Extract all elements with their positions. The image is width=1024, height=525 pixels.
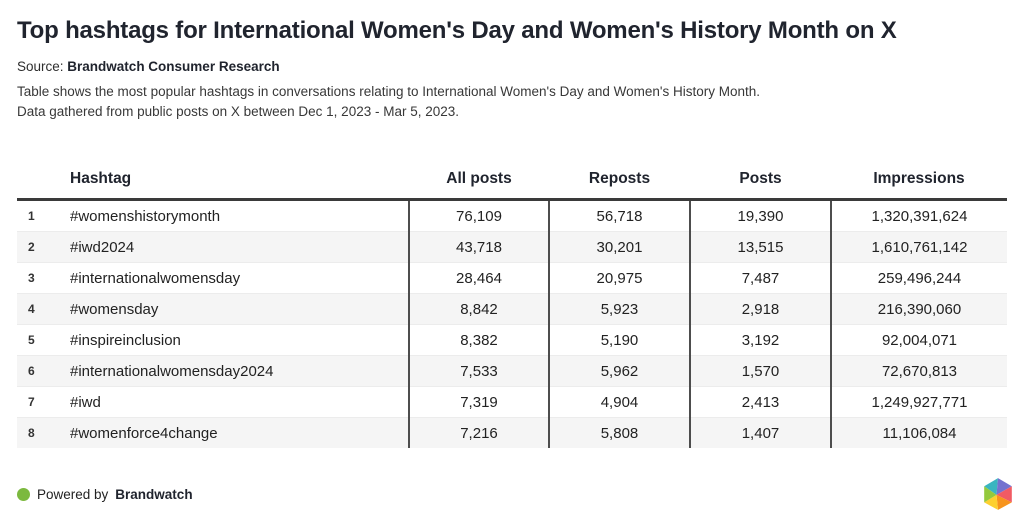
- table-row: 7 #iwd 7,319 4,904 2,413 1,249,927,771: [17, 386, 1007, 418]
- row-all-posts: 76,109: [408, 199, 549, 232]
- brandwatch-hexagon-logo-icon: [984, 478, 1012, 510]
- row-all-posts: 8,842: [408, 293, 549, 325]
- table-row: 4 #womensday 8,842 5,923 2,918 216,390,0…: [17, 293, 1007, 325]
- row-impressions: 92,004,071: [830, 324, 1007, 356]
- row-rank: 3: [17, 262, 57, 294]
- row-posts: 2,918: [689, 293, 831, 325]
- row-rank: 6: [17, 355, 57, 387]
- table-row: 2 #iwd2024 43,718 30,201 13,515 1,610,76…: [17, 231, 1007, 263]
- hashtag-table: Hashtag All posts Reposts Posts Impressi…: [17, 160, 1007, 448]
- row-hashtag: #iwd: [57, 386, 409, 418]
- table-header-row: Hashtag All posts Reposts Posts Impressi…: [17, 160, 1007, 201]
- row-impressions: 216,390,060: [830, 293, 1007, 325]
- row-impressions: 72,670,813: [830, 355, 1007, 387]
- row-impressions: 1,249,927,771: [830, 386, 1007, 418]
- powered-by-footer: Powered by Brandwatch: [17, 486, 193, 502]
- row-reposts: 56,718: [548, 199, 690, 232]
- row-hashtag: #inspireinclusion: [57, 324, 409, 356]
- row-rank: 2: [17, 231, 57, 263]
- source-line: Source: Brandwatch Consumer Research: [17, 59, 280, 74]
- source-value: Brandwatch Consumer Research: [67, 59, 280, 74]
- column-header-reposts: Reposts: [549, 160, 690, 201]
- row-reposts: 5,923: [548, 293, 690, 325]
- row-hashtag: #internationalwomensday: [57, 262, 409, 294]
- row-rank: 4: [17, 293, 57, 325]
- row-all-posts: 43,718: [408, 231, 549, 263]
- row-impressions: 1,610,761,142: [830, 231, 1007, 263]
- row-hashtag: #womenforce4change: [57, 417, 409, 448]
- row-reposts: 5,808: [548, 417, 690, 448]
- row-reposts: 20,975: [548, 262, 690, 294]
- green-dot-icon: [17, 487, 30, 501]
- row-posts: 3,192: [689, 324, 831, 356]
- row-rank: 5: [17, 324, 57, 356]
- row-hashtag: #iwd2024: [57, 231, 409, 263]
- row-reposts: 4,904: [548, 386, 690, 418]
- row-rank: 8: [17, 417, 57, 448]
- table-body: 1 #womenshistorymonth 76,109 56,718 19,3…: [17, 199, 1007, 448]
- row-posts: 1,407: [689, 417, 831, 448]
- row-posts: 7,487: [689, 262, 831, 294]
- column-header-impressions: Impressions: [831, 160, 1007, 201]
- table-row: 1 #womenshistorymonth 76,109 56,718 19,3…: [17, 199, 1007, 232]
- row-posts: 2,413: [689, 386, 831, 418]
- row-rank: 7: [17, 386, 57, 418]
- description-line-1: Table shows the most popular hashtags in…: [17, 84, 761, 99]
- table-row: 3 #internationalwomensday 28,464 20,975 …: [17, 262, 1007, 294]
- description-line-2: Data gathered from public posts on X bet…: [17, 104, 460, 119]
- table-row: 8 #womenforce4change 7,216 5,808 1,407 1…: [17, 417, 1007, 448]
- row-hashtag: #womensday: [57, 293, 409, 325]
- powered-by-label: Powered by: [37, 486, 109, 502]
- column-header-hashtag: Hashtag: [57, 160, 409, 201]
- row-impressions: 259,496,244: [830, 262, 1007, 294]
- source-label: Source:: [17, 59, 64, 74]
- page-title: Top hashtags for International Women's D…: [17, 17, 897, 44]
- row-reposts: 30,201: [548, 231, 690, 263]
- row-posts: 19,390: [689, 199, 831, 232]
- row-rank: 1: [28, 209, 35, 223]
- row-hashtag: #womenshistorymonth: [70, 207, 221, 225]
- row-hashtag: #internationalwomensday2024: [57, 355, 409, 387]
- table-row: 5 #inspireinclusion 8,382 5,190 3,192 92…: [17, 324, 1007, 356]
- column-header-all-posts: All posts: [409, 160, 549, 201]
- brandwatch-wordmark: Brandwatch: [115, 486, 193, 502]
- row-all-posts: 8,382: [408, 324, 549, 356]
- row-impressions: 11,106,084: [830, 417, 1007, 448]
- row-impressions: 1,320,391,624: [830, 199, 1007, 232]
- row-reposts: 5,190: [548, 324, 690, 356]
- row-all-posts: 28,464: [408, 262, 549, 294]
- row-posts: 13,515: [689, 231, 831, 263]
- row-posts: 1,570: [689, 355, 831, 387]
- row-reposts: 5,962: [548, 355, 690, 387]
- description: Table shows the most popular hashtags in…: [17, 82, 760, 122]
- row-all-posts: 7,533: [408, 355, 549, 387]
- row-all-posts: 7,319: [408, 386, 549, 418]
- row-all-posts: 7,216: [408, 417, 549, 448]
- table-row: 6 #internationalwomensday2024 7,533 5,96…: [17, 355, 1007, 387]
- column-header-rank: [17, 160, 57, 201]
- column-header-posts: Posts: [690, 160, 831, 201]
